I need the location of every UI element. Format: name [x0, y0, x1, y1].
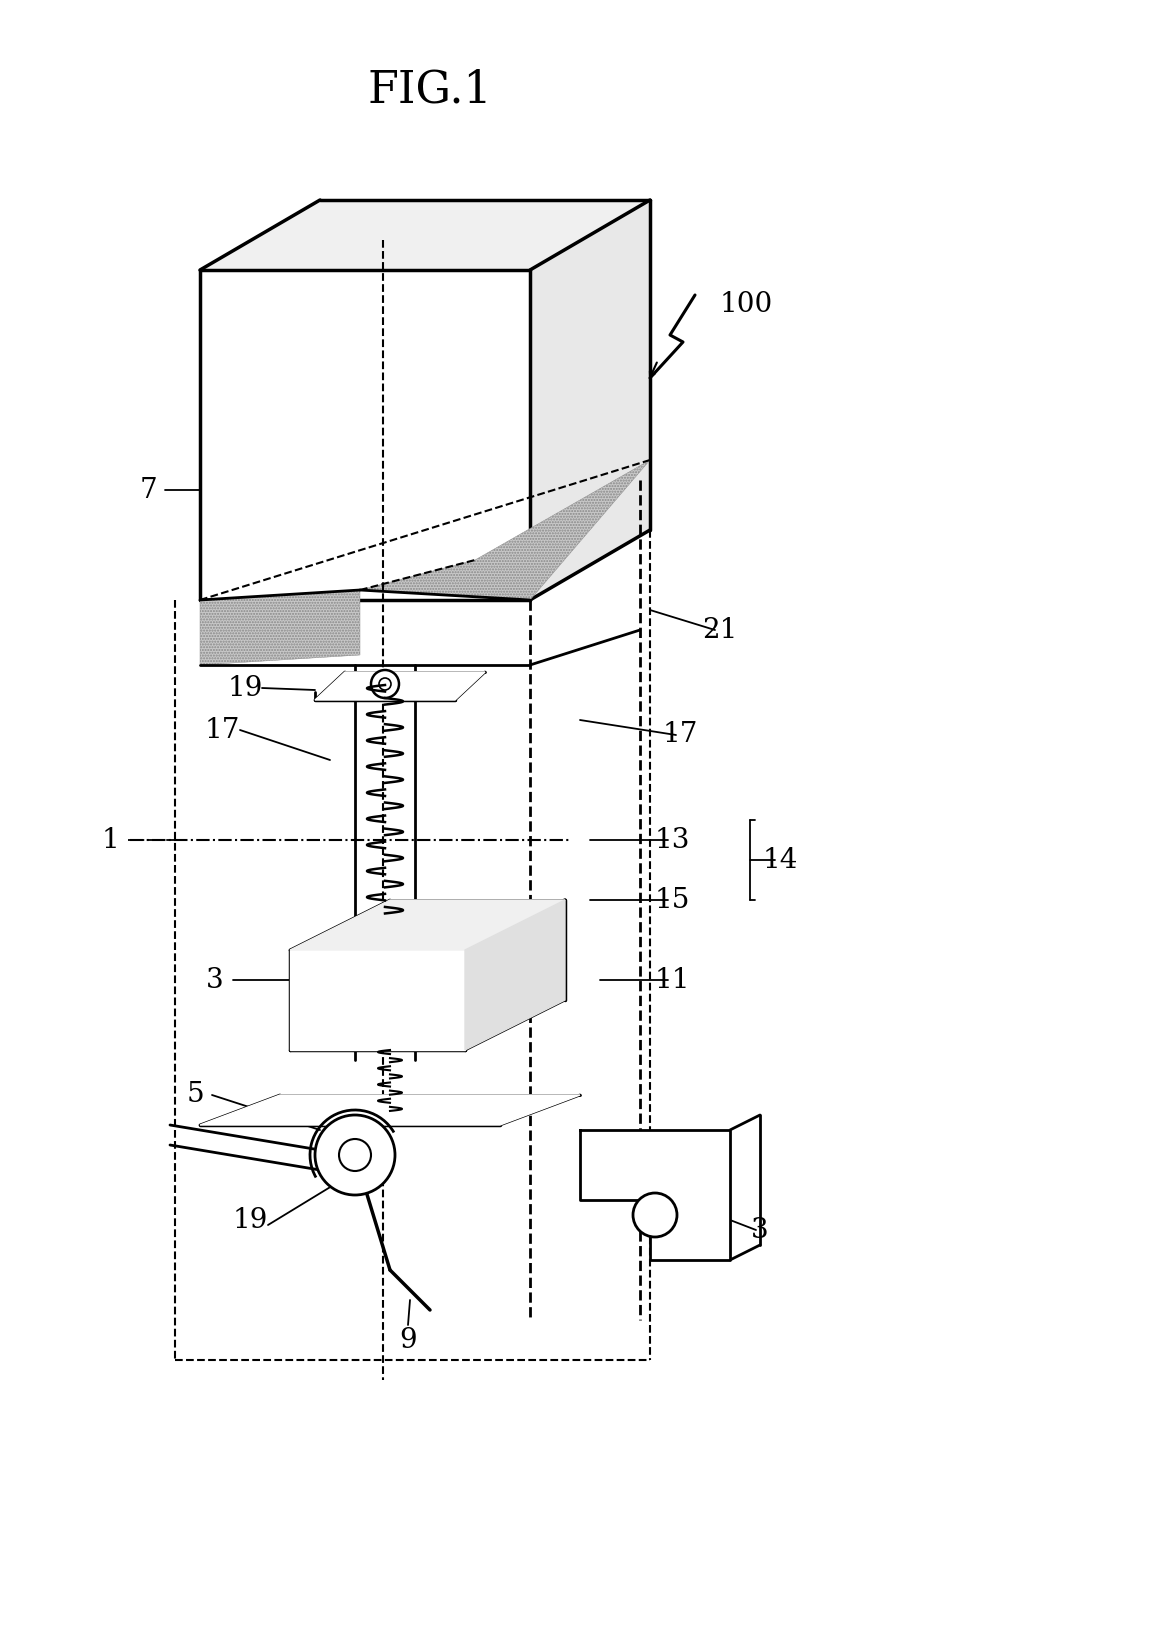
Text: 19: 19: [227, 674, 263, 702]
Polygon shape: [580, 1130, 730, 1260]
Polygon shape: [465, 900, 565, 1049]
Polygon shape: [290, 949, 465, 1049]
Polygon shape: [200, 200, 650, 270]
Polygon shape: [200, 270, 530, 601]
Text: 7: 7: [140, 476, 157, 504]
Polygon shape: [315, 673, 485, 701]
Circle shape: [371, 670, 399, 697]
Polygon shape: [361, 460, 650, 601]
Circle shape: [315, 1115, 395, 1195]
Text: 13: 13: [655, 827, 690, 853]
Polygon shape: [290, 900, 565, 949]
Text: 5: 5: [186, 1082, 204, 1108]
Text: 15: 15: [655, 887, 690, 913]
Text: 19: 19: [233, 1206, 267, 1234]
Circle shape: [633, 1193, 677, 1238]
Text: 17: 17: [205, 717, 240, 743]
Text: 17: 17: [662, 722, 698, 748]
Text: 14: 14: [762, 846, 798, 874]
Polygon shape: [200, 589, 361, 665]
Polygon shape: [200, 1095, 580, 1125]
Text: 3: 3: [206, 966, 223, 994]
Polygon shape: [530, 200, 650, 601]
Text: 11: 11: [655, 966, 690, 994]
Text: FIG.1: FIG.1: [368, 69, 492, 111]
Text: 21: 21: [702, 617, 737, 643]
Text: 9: 9: [399, 1326, 416, 1354]
Text: 100: 100: [720, 291, 773, 319]
Text: 1: 1: [101, 827, 119, 853]
Text: 3: 3: [751, 1216, 769, 1244]
